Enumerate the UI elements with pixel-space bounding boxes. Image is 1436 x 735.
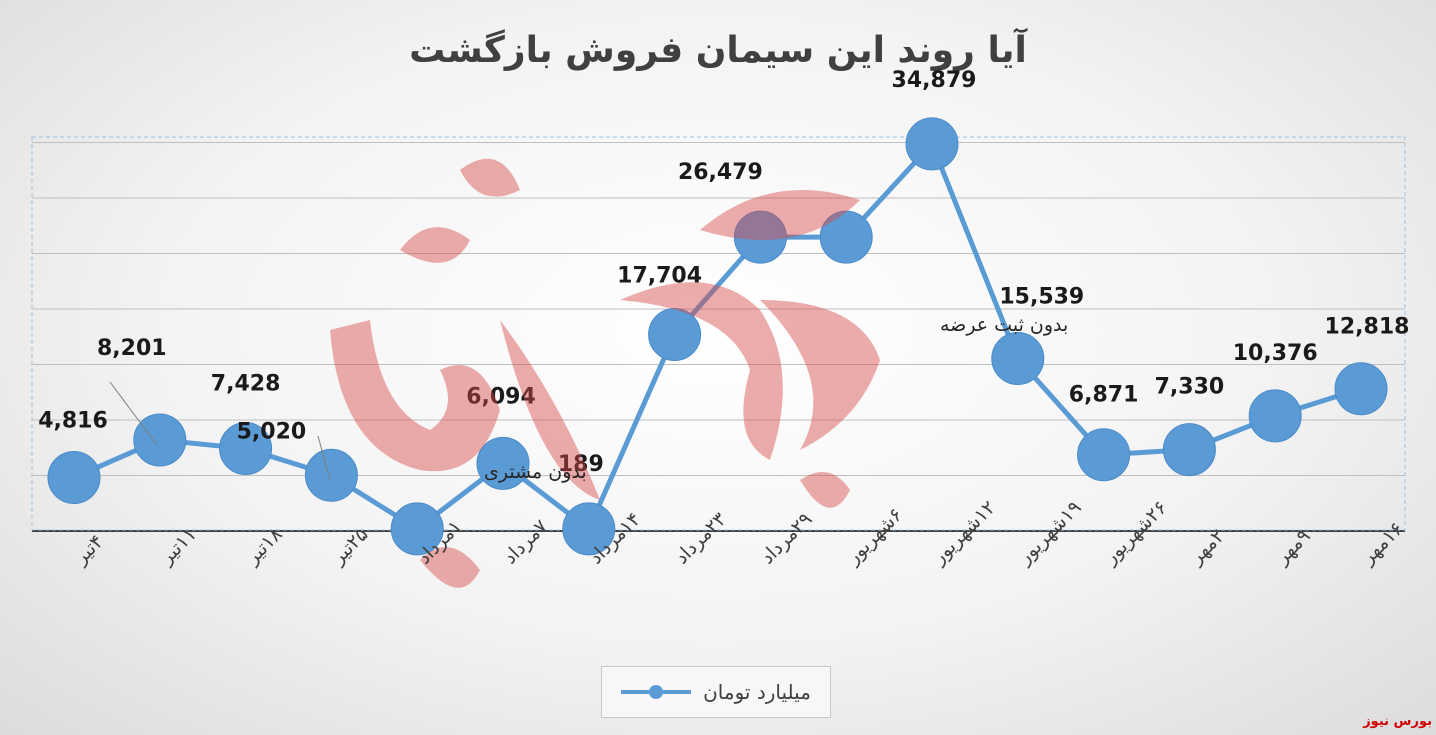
data-point bbox=[1077, 428, 1131, 482]
x-tick-label: ۷مرداد bbox=[499, 515, 552, 568]
data-point bbox=[390, 502, 444, 556]
data-label: 15,539 bbox=[999, 285, 1084, 310]
data-label: 34,879 bbox=[892, 68, 977, 93]
data-label: 189 bbox=[558, 452, 604, 477]
data-label: 7,330 bbox=[1155, 375, 1225, 400]
source-mark: بورس نیوز bbox=[1363, 714, 1432, 729]
data-label: 4,816 bbox=[38, 409, 108, 434]
data-label: 8,201 bbox=[97, 336, 167, 361]
data-point bbox=[133, 413, 187, 467]
data-label: 7,428 bbox=[211, 372, 281, 397]
data-point bbox=[1248, 389, 1302, 443]
data-point bbox=[648, 308, 702, 362]
data-point bbox=[47, 451, 101, 505]
x-tick-label: ۶شهریور bbox=[841, 504, 907, 570]
leader-line bbox=[317, 435, 331, 481]
data-label: 26,479 bbox=[678, 160, 763, 185]
data-point bbox=[991, 332, 1045, 386]
x-tick-label: ۱۲شهریور bbox=[927, 496, 1000, 569]
x-tick-label: ۲۶شهریور bbox=[1099, 496, 1172, 569]
annotations: بدون ثبت عرضه بدون مشتری bbox=[484, 314, 1068, 483]
data-point bbox=[476, 436, 530, 490]
annotation-no-buyer: بدون مشتری bbox=[484, 461, 587, 483]
data-label: 6,094 bbox=[466, 384, 536, 409]
legend: میلیارد تومان bbox=[601, 666, 831, 718]
x-axis-ticks: ۴تیر ۱۱تیر ۱۸تیر ۲۵تیر ۱مرداد ۷مرداد ۱۴مرداد ۲۳… bbox=[69, 496, 1408, 569]
data-label: 17,704 bbox=[617, 264, 702, 289]
data-point bbox=[1162, 423, 1216, 477]
data-label: 12,818 bbox=[1325, 315, 1410, 340]
x-tick-label: ۴تیر bbox=[69, 531, 108, 570]
watermark-logo bbox=[330, 158, 880, 588]
chart-title: آیا روند این سیمان فروش بازگشت bbox=[409, 30, 1027, 71]
series-line bbox=[72, 141, 1362, 532]
plot-area-border bbox=[31, 136, 1406, 531]
legend-label: میلیارد تومان bbox=[703, 680, 811, 704]
data-label: 5,020 bbox=[237, 419, 307, 444]
data-point bbox=[1334, 362, 1388, 416]
data-point bbox=[562, 502, 616, 556]
x-tick-label: ۲۹مرداد bbox=[756, 508, 816, 568]
x-tick-label: ۱۶مهر bbox=[1356, 518, 1408, 570]
data-point bbox=[219, 422, 273, 476]
series-layer: 4,816 8,201 7,428 5,020 6,094 189 17,704 26,479… bbox=[38, 68, 1410, 556]
data-point bbox=[819, 210, 873, 264]
data-point bbox=[304, 448, 358, 502]
legend-swatch bbox=[621, 685, 692, 699]
annotation-no-offer: بدون ثبت عرضه bbox=[940, 314, 1068, 336]
data-point bbox=[733, 210, 787, 264]
data-point bbox=[905, 117, 959, 171]
x-tick-label: ۱۹شهریور bbox=[1013, 496, 1086, 569]
leader-line bbox=[109, 381, 158, 446]
data-label: 6,871 bbox=[1069, 383, 1139, 408]
gridlines bbox=[32, 142, 1405, 532]
x-tick-label: ۲۳مرداد bbox=[671, 508, 731, 568]
data-label: 10,376 bbox=[1233, 341, 1318, 366]
